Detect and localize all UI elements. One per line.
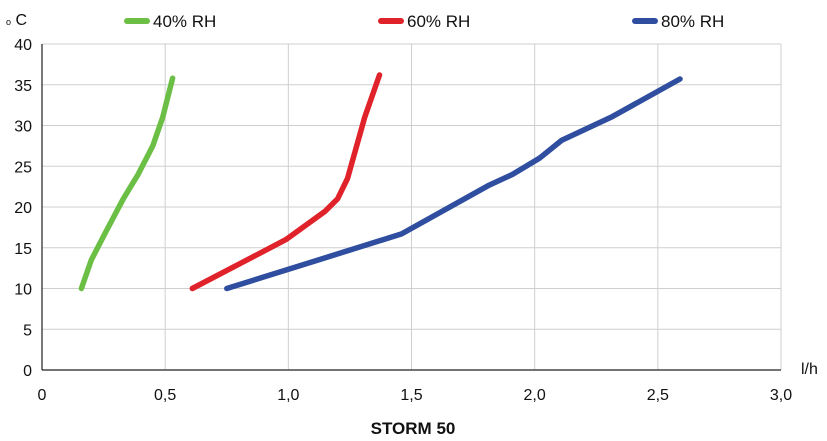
- x-tick-label: 3,0: [770, 387, 792, 404]
- y-tick-label: 20: [14, 200, 32, 217]
- y-tick-label: 5: [23, 322, 32, 339]
- legend-label: 80% RH: [661, 12, 724, 31]
- chart-title: STORM 50: [371, 419, 456, 438]
- x-tick-label: 0,5: [154, 387, 176, 404]
- y-tick-label: 0: [23, 363, 32, 380]
- x-tick-label: 2,5: [647, 387, 669, 404]
- y-tick-label: 35: [14, 78, 32, 95]
- legend-item: 40% RH: [124, 12, 216, 31]
- legend: 40% RH 60% RH 80% RH: [124, 12, 724, 31]
- y-tick-label: 25: [14, 159, 32, 176]
- series-lines: [78, 72, 683, 292]
- y-tick-label: 30: [14, 119, 32, 136]
- y-axis-unit: C: [15, 12, 27, 29]
- x-tick-label: 1,5: [400, 387, 422, 404]
- legend-item: 60% RH: [378, 12, 470, 31]
- x-tick-labels: 0 0,5 1,0 1,5 2,0 2,5 3,0: [38, 387, 793, 404]
- series-line: [189, 72, 383, 292]
- y-tick-label: 40: [14, 37, 32, 54]
- x-tick-label: 0: [38, 387, 47, 404]
- legend-item: 80% RH: [632, 12, 724, 31]
- series-line: [224, 76, 683, 292]
- axes: [41, 44, 781, 371]
- y-tick-label: 15: [14, 241, 32, 258]
- x-axis-unit-label: l/h: [801, 361, 818, 378]
- series-line: [78, 75, 176, 292]
- legend-label: 40% RH: [153, 12, 216, 31]
- x-tick-label: 1,0: [277, 387, 299, 404]
- legend-label: 60% RH: [407, 12, 470, 31]
- x-tick-label: 2,0: [524, 387, 546, 404]
- y-axis-unit-prefix: o: [6, 17, 11, 27]
- grid: [41, 43, 782, 371]
- y-tick-label: 10: [14, 282, 32, 299]
- y-axis-unit-label: o C: [6, 12, 27, 29]
- y-tick-labels: 0 5 10 15 20 25 30 35 40: [14, 37, 32, 380]
